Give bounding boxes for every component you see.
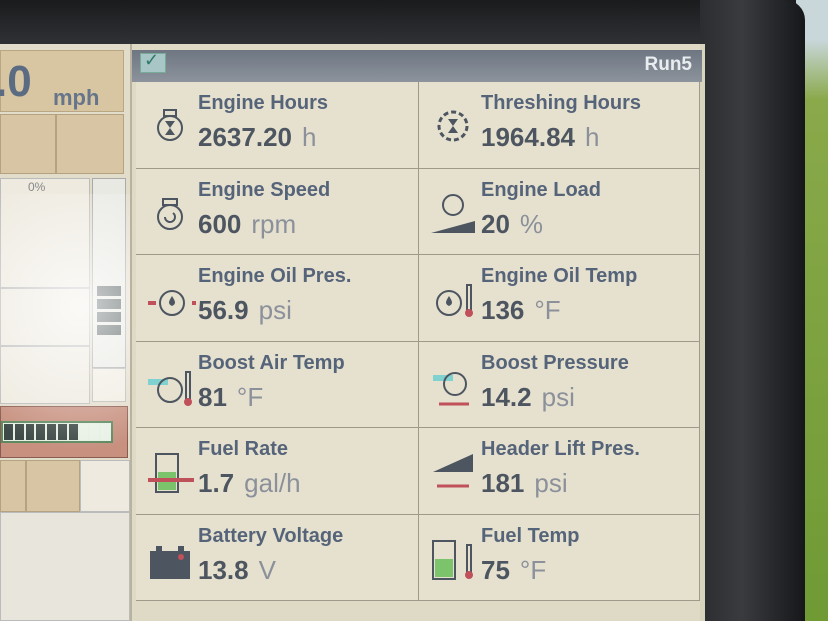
gauge-readout: 1.7 gal/h — [198, 468, 301, 499]
display-bezel-top — [0, 0, 760, 44]
gauge-unit: psi — [541, 381, 575, 412]
speed-value: .0 — [0, 57, 32, 106]
boost-air-temp-icon — [148, 370, 192, 406]
gauge-readout: 56.9 psi — [198, 295, 292, 326]
gauge-value: 181 — [481, 468, 525, 498]
gauge-label: Battery Voltage — [198, 524, 344, 547]
gauge-unit: h — [301, 122, 317, 152]
gauge-unit: psi — [534, 468, 568, 498]
gauge-unit: % — [519, 208, 544, 239]
left-shortcut-cell[interactable] — [0, 114, 56, 174]
left-shortcut-cell[interactable] — [56, 114, 124, 174]
oil-pressure-icon — [148, 290, 196, 316]
check-icon[interactable]: ✓ — [140, 50, 166, 73]
left-shortcut-cell[interactable] — [0, 460, 26, 512]
gauge-value: 1.7 — [198, 468, 235, 498]
left-panel: .0 mph 0% — [0, 44, 200, 621]
gauge-readout: 1964.84 h — [481, 122, 599, 153]
gauge-label: Fuel Temp — [481, 524, 580, 547]
gauge-value: 136 — [481, 295, 525, 325]
fuel-rate-icon — [148, 453, 194, 493]
gauge-value: 20 — [481, 208, 510, 239]
def-level-bar — [1, 421, 113, 443]
gauge-value: 81 — [198, 381, 227, 412]
gauge-tile-battery-voltage[interactable]: Battery Voltage 13.8 V — [136, 514, 419, 601]
ground-speed-readout[interactable]: .0 mph — [0, 50, 124, 112]
gauge-value: 75 — [481, 554, 510, 585]
gauge-value: 2637.20 — [198, 122, 292, 152]
left-empty-grid — [0, 512, 130, 621]
gauge-readout: 600 rpm — [198, 209, 296, 240]
gauge-value: 600 — [198, 208, 242, 239]
speed-unit: mph — [53, 85, 100, 110]
gauge-value: 1964.84 — [481, 122, 575, 152]
gauge-readout: 20% — [481, 209, 543, 240]
gauge-label: Threshing Hours — [481, 92, 642, 114]
gauge-readout: 14.2 psi — [481, 382, 575, 413]
gauge-tile-header-lift-pres[interactable]: Header Lift Pres. 181 psi — [419, 428, 700, 515]
page-header: ✓ Run5 — [132, 50, 702, 82]
gauge-tile-engine-oil-pres[interactable]: Engine Oil Pres. 56.9 psi — [136, 255, 419, 342]
gauge-unit: °F — [534, 295, 561, 325]
gauge-unit: psi — [258, 295, 292, 325]
run-page-title: Run5 — [644, 54, 693, 75]
beacon-cell[interactable] — [0, 346, 90, 404]
grain-tank-graphic[interactable] — [0, 178, 90, 288]
gauge-label: Engine Load — [481, 178, 601, 201]
gauge-unit: h — [584, 122, 600, 152]
display-screen: .0 mph 0% ✓ Run5 Engine Hours 2637.20 h T… — [0, 44, 705, 621]
gauge-label: Engine Oil Pres. — [198, 265, 352, 287]
def-level-panel — [0, 406, 128, 458]
fuel-level-bar — [92, 178, 126, 368]
gauge-unit: °F — [236, 381, 264, 412]
engine-load-icon — [431, 193, 475, 233]
gauge-unit: rpm — [251, 208, 297, 239]
display-bezel-right — [700, 0, 805, 621]
gauge-label: Boost Pressure — [481, 351, 629, 374]
gauge-readout: 181 psi — [481, 468, 568, 499]
gauge-value: 56.9 — [198, 295, 249, 325]
gauge-tile-threshing-hours[interactable]: Threshing Hours 1964.84 h — [419, 82, 700, 169]
rotor-hourglass-icon — [437, 110, 469, 142]
grain-tank-percent: 0% — [28, 180, 46, 194]
gauge-tile-engine-hours[interactable]: Engine Hours 2637.20 h — [136, 82, 419, 169]
fuel-temp-icon — [432, 539, 473, 580]
boost-pressure-icon — [433, 371, 469, 405]
gauge-tile-fuel-rate[interactable]: Fuel Rate 1.7 gal/h — [136, 428, 419, 515]
gauge-tile-boost-pressure[interactable]: Boost Pressure 14.2 psi — [419, 341, 700, 428]
header-lift-icon — [433, 454, 473, 488]
gauge-unit: gal/h — [244, 468, 301, 498]
book-icon[interactable] — [80, 460, 130, 512]
gauge-unit: °F — [519, 554, 547, 585]
gauge-readout: 75 °F — [481, 555, 546, 586]
gauge-tile-engine-speed[interactable]: Engine Speed 600 rpm — [136, 168, 419, 255]
left-shortcut-cell[interactable] — [0, 288, 90, 346]
gauge-label: Header Lift Pres. — [481, 438, 640, 460]
gauge-readout: 81 °F — [198, 382, 263, 413]
engine-hourglass-icon — [157, 109, 183, 141]
gauge-value: 14.2 — [481, 381, 532, 412]
gauge-tile-fuel-temp[interactable]: Fuel Temp 75 °F — [419, 514, 700, 601]
gauge-value: 13.8 — [198, 554, 249, 585]
oil-temp-icon — [436, 284, 473, 317]
gauge-label: Engine Hours — [198, 92, 329, 114]
gauge-label: Engine Oil Temp — [481, 265, 638, 287]
gauge-label: Boost Air Temp — [198, 351, 345, 374]
engine-info-page: ✓ Run5 Engine Hours 2637.20 h Threshing H… — [130, 44, 702, 621]
gauge-readout: 13.8 V — [198, 555, 276, 586]
gauge-unit: V — [258, 554, 276, 585]
gauge-readout: 2637.20 h — [198, 122, 316, 153]
battery-icon — [150, 545, 190, 579]
gauge-tile-engine-load[interactable]: Engine Load 20% — [419, 168, 700, 255]
engine-rotation-icon — [157, 197, 183, 230]
left-shortcut-cell[interactable] — [26, 460, 80, 512]
gauge-label: Engine Speed — [198, 178, 331, 201]
gauge-grid: Engine Hours 2637.20 h Threshing Hours 19… — [136, 82, 700, 621]
gauge-tile-engine-oil-temp[interactable]: Engine Oil Temp 136 °F — [419, 255, 700, 342]
gauge-readout: 136 °F — [481, 295, 561, 326]
gauge-tile-boost-air-temp[interactable]: Boost Air Temp 81 °F — [136, 341, 419, 428]
fuel-pump-icon — [92, 368, 126, 402]
gauge-label: Fuel Rate — [198, 438, 289, 460]
